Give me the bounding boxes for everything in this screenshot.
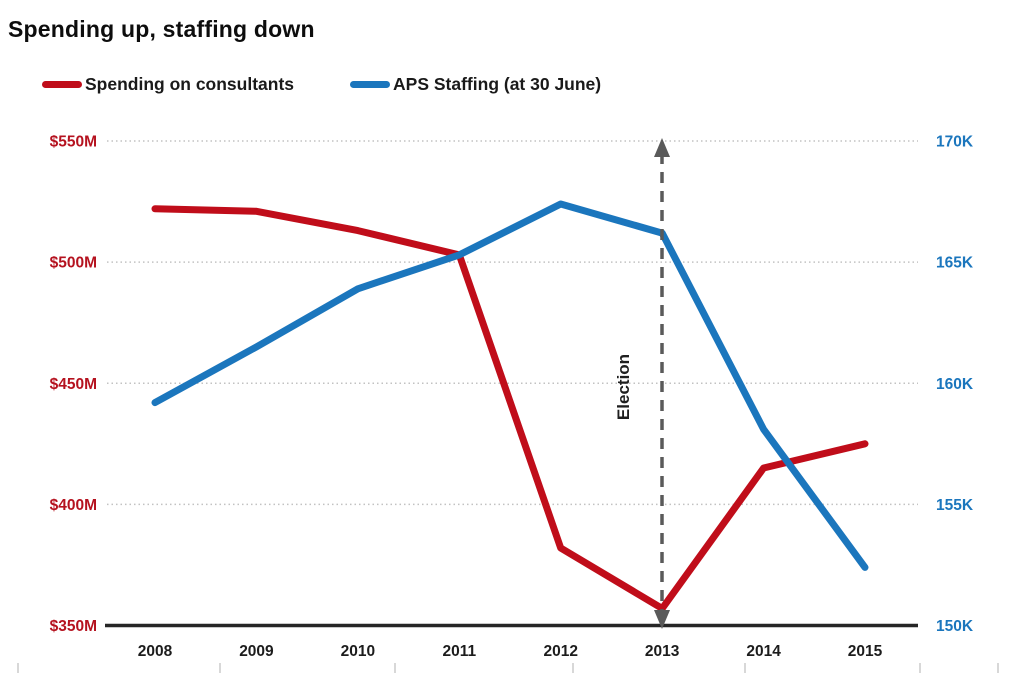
right-axis-tick-label: 150K (936, 618, 974, 635)
x-axis-year-label: 2010 (341, 643, 375, 660)
x-axis-year-label: 2013 (645, 643, 680, 660)
left-axis-tick-label: $550M (50, 134, 97, 151)
legend-label-staffing: APS Staffing (at 30 June) (393, 74, 602, 94)
legend-label-spending: Spending on consultants (85, 74, 295, 94)
election-arrow: Election (614, 138, 670, 629)
left-axis-tick-label: $350M (50, 618, 97, 635)
right-axis-tick-label: 155K (936, 497, 974, 514)
election-label: Election (614, 354, 633, 420)
left-axis-tick-label: $400M (50, 497, 97, 514)
arrow-down-icon (654, 610, 670, 629)
arrow-up-icon (654, 138, 670, 157)
x-axis-year-label: 2014 (746, 643, 781, 660)
left-axis-tick-label: $500M (50, 255, 97, 272)
x-axis-year-label: 2015 (848, 643, 883, 660)
x-axis-year-label: 2009 (239, 643, 274, 660)
legend-item-staffing: APS Staffing (at 30 June) (350, 74, 601, 95)
right-axis-tick-label: 170K (936, 134, 974, 151)
x-axis-year-label: 2008 (138, 643, 173, 660)
spending-line-swatch-icon (42, 81, 82, 88)
left-axis-tick-label: $450M (50, 376, 97, 393)
spending-line (151, 205, 869, 612)
right-axis-tick-label: 165K (936, 255, 974, 272)
x-axis-year-label: 2012 (543, 643, 577, 660)
x-axis-year-label: 2011 (442, 643, 476, 660)
staffing-line (151, 200, 869, 571)
right-axis-tick-label: 160K (936, 376, 974, 393)
staffing-line-swatch-icon (350, 81, 391, 88)
legend-item-spending: Spending on consultants (42, 74, 294, 95)
page-title: Spending up, staffing down (8, 16, 315, 42)
legend: Spending on consultants APS Staffing (at… (42, 74, 601, 95)
